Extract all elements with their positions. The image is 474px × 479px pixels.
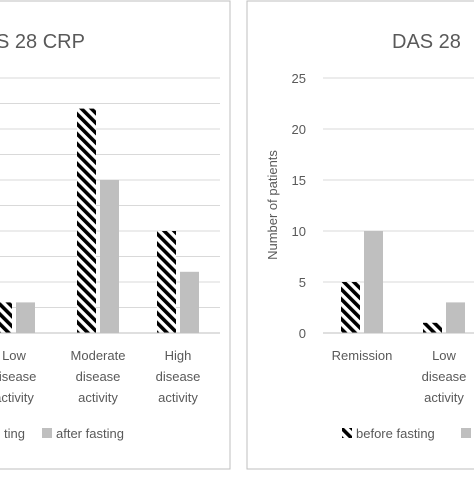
right-y-tick-label: 25 [292,71,306,86]
left-x-tick-label: disease [156,369,201,384]
right-y-tick-label: 0 [299,326,306,341]
bar-before-fasting [341,282,360,333]
left-x-tick-label: activity [158,390,198,405]
left-x-tick-label: activity [78,390,118,405]
right-y-axis-label: Number of patients [265,150,280,260]
bar-after-fasting [446,302,465,333]
left-x-tick-label: Low [2,348,26,363]
right-x-tick-labels: Remission Low disease activity [332,348,467,405]
right-y-tick-label: 5 [299,275,306,290]
bar-before-fasting [423,322,442,333]
bar-before-fasting [157,231,176,333]
left-legend-before-label: ting [4,426,25,441]
right-x-tick-label: Remission [332,348,393,363]
right-y-tick-label: 10 [292,224,306,239]
right-gridlines [323,77,474,283]
bar-after-fasting [180,271,199,333]
bar-before-fasting [0,302,12,333]
left-x-tick-labels: Low disease activity Moderate disease activit… [0,348,200,405]
left-x-tick-label: activity [0,390,34,405]
left-x-tick-label: disease [76,369,121,384]
left-bars [0,108,199,333]
right-legend-before-label: before fasting [356,426,435,441]
bar-before-fasting [77,108,96,333]
left-x-tick-label: Moderate [71,348,126,363]
right-legend-after-swatch [461,428,471,438]
right-panel-border [246,0,474,470]
right-legend-before-swatch [342,428,352,438]
right-y-tick-label: 20 [292,122,306,137]
left-legend-after-label: after fasting [56,426,124,441]
right-x-tick-label: activity [424,390,464,405]
right-y-tick-label: 15 [292,173,306,188]
right-chart-title: DAS 28 [392,31,461,53]
left-panel-border [0,0,231,470]
left-legend-after-swatch [42,428,52,438]
bar-after-fasting [16,302,35,333]
right-bars [341,231,465,333]
right-x-tick-label: disease [422,369,467,384]
left-legend: ting after fasting [4,426,124,441]
bar-after-fasting [364,231,383,333]
right-y-tick-labels: 0 5 10 15 20 25 [292,71,306,341]
left-x-tick-label: disease [0,369,36,384]
left-x-tick-label: High [165,348,192,363]
right-legend: before fasting [342,426,471,441]
right-x-tick-label: Low [432,348,456,363]
left-chart-title: S 28 CRP [0,31,85,53]
bar-after-fasting [100,180,119,333]
